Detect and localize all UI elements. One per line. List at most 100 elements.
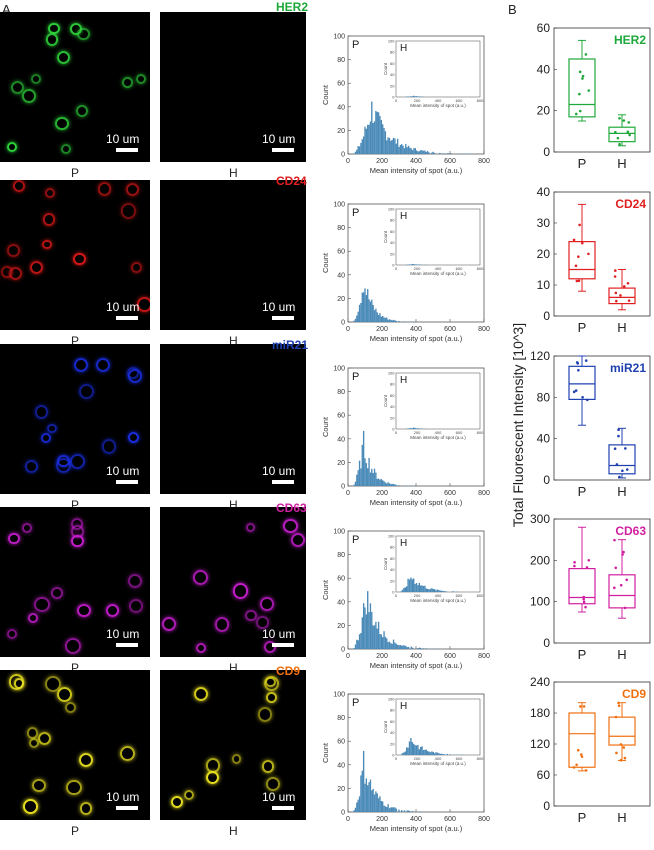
inset-bar <box>424 749 426 755</box>
hist-bar <box>361 617 363 649</box>
inset-bar <box>434 753 436 755</box>
hist-bar <box>410 148 412 154</box>
hist-bar <box>387 319 389 322</box>
hist-panel-h: H <box>400 211 407 222</box>
hist-panel-h: H <box>400 375 407 386</box>
marker-label-her2: HER2 <box>276 0 309 14</box>
inset-bar <box>410 96 412 97</box>
y-tick-label: 0 <box>543 799 550 813</box>
microscopy-p-mir21: 10 um <box>0 344 150 494</box>
data-point <box>576 748 580 752</box>
hist-bar <box>422 648 425 649</box>
hist-bar <box>447 153 449 154</box>
hist-bar <box>356 149 358 154</box>
cell-spot <box>7 628 18 639</box>
data-point <box>585 398 589 402</box>
y-tick-label: 80 <box>337 715 345 722</box>
y-tick-label: 80 <box>337 389 345 396</box>
inset-y-tick-label: 80 <box>390 218 395 223</box>
boxplot-mir21: 0 40 80 120 miR21 P H <box>530 349 651 499</box>
hist-bar <box>406 647 408 649</box>
cell-spot <box>12 180 26 193</box>
hist-bar <box>380 634 382 649</box>
hist-bar <box>377 314 380 322</box>
x-tick-label: 400 <box>410 490 422 497</box>
inset-bar <box>449 754 451 755</box>
hist-bar <box>426 151 429 154</box>
inset-bar <box>438 590 440 592</box>
hist-bar <box>384 806 387 812</box>
hist-bar <box>402 321 404 322</box>
data-point <box>587 558 591 562</box>
cell-spot <box>73 252 86 266</box>
inset-x-tick-label: 600 <box>456 98 463 103</box>
hist-bar <box>395 320 397 322</box>
cell-spot <box>232 754 242 764</box>
cell-spot <box>45 33 59 47</box>
scale-label: 10 um <box>106 300 140 314</box>
box-category-label: P <box>578 320 587 335</box>
cell-spot <box>97 181 112 196</box>
y-tick-label: 0 <box>341 152 345 159</box>
box-axes <box>553 27 651 153</box>
hist-bar <box>364 783 366 812</box>
inset-bar <box>417 744 419 755</box>
hist-bar <box>392 639 395 649</box>
hist-bar <box>406 147 408 154</box>
inset-bar <box>417 585 419 592</box>
inset-ylabel: Count <box>383 230 388 243</box>
hist-bar <box>375 621 377 649</box>
hist-bar <box>420 150 422 154</box>
hist-bar <box>395 484 397 486</box>
microscopy-p-her2: 10 um <box>0 12 150 162</box>
x-tick-label: 400 <box>410 326 422 333</box>
inset-x-tick-label: 0 <box>395 756 398 761</box>
hist-bar <box>376 478 378 486</box>
hist-bar <box>362 292 365 322</box>
image-label-h: H <box>229 334 238 348</box>
x-tick-label: 800 <box>478 326 490 333</box>
inset-ylabel: Count <box>383 394 388 407</box>
inset-bar <box>411 96 413 97</box>
hist-bar <box>420 811 422 812</box>
inset-y-tick-label: 0 <box>392 753 395 758</box>
hist-bar <box>384 482 387 486</box>
cell-spot <box>44 187 55 198</box>
inset-bar <box>418 96 420 97</box>
hist-bar <box>399 144 402 154</box>
inset-bar <box>452 591 454 592</box>
hist-bar <box>369 121 372 154</box>
hist-bar <box>379 116 381 154</box>
cell-spot <box>55 457 72 474</box>
cell-spot <box>128 369 142 384</box>
inset-x-tick-label: 800 <box>477 756 484 761</box>
inset-bar <box>417 96 419 97</box>
hist-bar <box>367 785 369 812</box>
hist-bar <box>394 320 396 322</box>
data-point <box>614 291 618 295</box>
cell-spot <box>95 357 111 373</box>
data-point <box>619 743 623 746</box>
inset-y-tick-label: 80 <box>390 545 395 550</box>
hist-bar <box>357 640 359 649</box>
y-tick-label: 0 <box>543 473 550 487</box>
cell-spot <box>6 141 18 152</box>
inset-axes <box>395 372 481 430</box>
inset-bar <box>401 589 404 592</box>
hist-bar <box>373 468 376 486</box>
cell-spot <box>38 731 52 746</box>
data-point <box>613 538 616 542</box>
inset-x-tick-label: 400 <box>435 98 442 103</box>
data-point <box>578 223 581 227</box>
y-tick-label: 10 <box>537 278 551 292</box>
hist-bar <box>383 805 385 812</box>
y-tick-label: 20 <box>337 296 345 303</box>
hist-bar <box>395 808 397 812</box>
y-tick-label: 40 <box>337 104 345 111</box>
hist-bar <box>402 645 404 649</box>
cell-spot <box>136 73 147 84</box>
hist-bar <box>386 317 388 322</box>
hist-bar <box>401 810 403 812</box>
hist-ylabel: Count <box>321 252 330 273</box>
hist-bar <box>362 603 365 649</box>
